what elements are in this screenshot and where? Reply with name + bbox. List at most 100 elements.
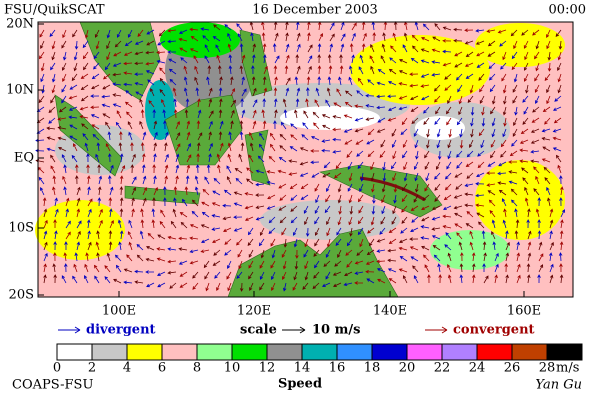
wind-arrow [456, 150, 463, 158]
wind-arrow [535, 208, 540, 218]
wind-arrow [519, 159, 529, 163]
map-frame [37, 21, 574, 298]
wind-arrow [403, 161, 408, 171]
wind-arrow [486, 29, 496, 33]
wind-arrow [142, 197, 147, 207]
wind-arrow [381, 205, 386, 215]
wind-arrow [244, 216, 254, 221]
wind-arrow [466, 150, 474, 158]
wind-arrow [379, 227, 386, 235]
wind-arrow [307, 65, 312, 75]
wind-arrow [152, 109, 156, 119]
wind-arrow [371, 205, 376, 215]
wind-arrow [530, 150, 540, 154]
wind-arrow [52, 263, 56, 273]
wind-arrow [488, 199, 496, 207]
wind-arrow [376, 259, 386, 264]
wind-arrow [333, 102, 342, 108]
wind-arrow [322, 124, 331, 130]
wind-arrow [79, 115, 89, 119]
wind-arrow [489, 210, 496, 218]
wind-arrow [244, 192, 254, 196]
wind-arrow [447, 274, 452, 284]
wind-arrow [145, 246, 155, 251]
wind-arrow [442, 39, 452, 43]
wind-arrow [541, 158, 551, 163]
wind-arrow [255, 182, 265, 187]
wind-arrow [327, 76, 332, 86]
wind-arrow [96, 252, 100, 262]
wind-arrow [366, 139, 375, 145]
wind-arrow [511, 139, 518, 147]
wind-arrow [365, 117, 375, 121]
wind-arrow [137, 29, 144, 37]
wind-arrow [434, 95, 441, 103]
wind-arrow [514, 230, 519, 240]
wind-arrow [398, 238, 408, 243]
wind-arrow [211, 214, 221, 218]
wind-arrow [332, 127, 342, 132]
wind-arrow [189, 236, 199, 241]
wind-arrow [488, 62, 496, 70]
wind-arrow [157, 40, 166, 46]
wind-arrow [140, 109, 145, 119]
wind-arrow [490, 150, 496, 159]
wind-arrow [109, 164, 114, 174]
wind-arrow [431, 60, 441, 64]
wind-arrow [388, 68, 397, 75]
wind-arrow [436, 139, 441, 149]
wind-arrow [502, 106, 507, 116]
wind-arrow [239, 282, 244, 292]
wind-arrow [82, 133, 89, 141]
wind-arrow [559, 263, 563, 273]
wind-arrow [421, 37, 430, 42]
wind-arrow [206, 76, 210, 86]
wind-arrow [95, 40, 100, 50]
wind-arrow [273, 87, 278, 97]
wind-arrow [420, 225, 430, 229]
wind-arrow [50, 165, 56, 174]
wind-arrow [274, 76, 278, 86]
wind-arrow [233, 215, 243, 219]
wind-arrow [538, 253, 544, 262]
wind-arrow [164, 153, 169, 163]
wind-arrow [357, 194, 364, 203]
wind-arrow [502, 219, 507, 229]
wind-arrow [211, 227, 221, 231]
wind-arrow [328, 65, 333, 75]
wind-arrow [97, 197, 102, 207]
wind-arrow [329, 22, 335, 31]
wind-arrow [203, 260, 210, 269]
wind-arrow [431, 73, 441, 77]
wind-arrow [552, 106, 562, 111]
wind-arrow [398, 246, 408, 251]
wind-arrow [98, 219, 103, 229]
wind-arrow [201, 201, 210, 207]
wind-arrow [147, 232, 155, 240]
wind-arrow [380, 55, 386, 64]
wind-arrow [549, 241, 554, 251]
speed-zone [350, 35, 490, 105]
wind-arrow [312, 282, 320, 290]
wind-arrow [148, 100, 155, 108]
wind-arrow [184, 109, 189, 119]
wind-arrow [559, 241, 564, 251]
wind-arrow [136, 243, 144, 251]
wind-arrow [557, 84, 562, 94]
wind-arrow [345, 249, 353, 256]
wind-arrow [131, 197, 135, 207]
wind-arrow [259, 260, 265, 269]
wind-arrow [208, 131, 212, 141]
wind-arrow [252, 43, 256, 53]
wind-arrow [241, 88, 247, 97]
wind-arrow [348, 76, 353, 86]
wind-arrow [197, 98, 201, 108]
wind-arrow [294, 76, 299, 86]
wind-arrow [392, 172, 397, 182]
wind-arrow [164, 164, 169, 174]
wind-arrow [53, 241, 57, 251]
colorbar-label: 4 [123, 361, 131, 376]
wind-arrow [123, 61, 133, 66]
wind-arrow [146, 282, 155, 288]
wind-arrow [119, 197, 124, 207]
